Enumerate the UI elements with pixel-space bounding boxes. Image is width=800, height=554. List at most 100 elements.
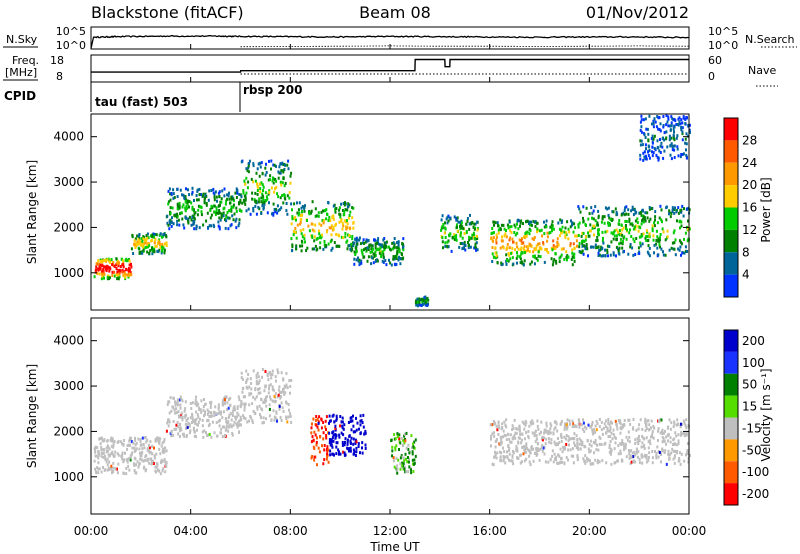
velocity-cell <box>341 420 344 424</box>
power-cell <box>274 208 277 212</box>
velocity-cell <box>159 437 162 441</box>
velocity-cell <box>177 403 180 407</box>
power-cell <box>330 248 333 252</box>
velocity-cell <box>596 422 599 425</box>
velocity-cell <box>583 444 586 448</box>
velocity-cell <box>109 453 112 457</box>
power-cell <box>323 240 326 243</box>
velocity-cell <box>318 415 321 419</box>
power-cell <box>497 231 500 235</box>
power-cell <box>567 255 570 259</box>
power-cell <box>667 115 670 119</box>
power-cell <box>583 239 586 243</box>
velocity-cell <box>203 429 206 433</box>
power-cell <box>212 187 215 191</box>
power-cell <box>591 226 594 230</box>
velocity-cell <box>209 405 212 409</box>
power-cell <box>520 246 523 250</box>
velocity-cell <box>595 448 598 452</box>
power-cell <box>456 216 459 220</box>
velocity-cell <box>177 410 180 414</box>
velocity-cell <box>280 401 283 405</box>
velocity-cell <box>252 369 255 373</box>
velocity-cell <box>261 368 264 371</box>
power-cell <box>111 274 114 277</box>
power-cell <box>281 161 284 165</box>
power-cell <box>327 242 330 246</box>
power-cell <box>465 222 468 226</box>
power-cell <box>242 191 245 195</box>
power-cell <box>351 235 354 238</box>
power-cell <box>508 253 511 257</box>
power-cell <box>647 252 650 256</box>
y-tick-label: 4000 <box>53 334 84 348</box>
power-cell <box>618 219 621 223</box>
power-cell <box>602 254 605 258</box>
velocity-cell <box>518 424 521 428</box>
power-cell <box>658 239 661 243</box>
velocity-cell <box>362 425 365 429</box>
power-cell <box>199 193 202 196</box>
velocity-cell <box>675 434 678 438</box>
power-cell <box>570 257 573 261</box>
power-cell <box>268 189 271 193</box>
velocity-cell <box>570 454 573 458</box>
power-cell <box>351 206 354 210</box>
velocity-cell <box>156 468 159 472</box>
cpid-segment-tau: tau (fast) 503 <box>95 95 188 109</box>
power-cell <box>395 254 398 258</box>
power-cell <box>343 219 346 223</box>
power-cell <box>257 200 260 204</box>
power-cell <box>187 219 190 223</box>
velocity-cell <box>555 455 558 459</box>
velocity-cell <box>129 458 132 462</box>
velocity-cell <box>273 394 276 398</box>
power-cell <box>458 245 461 249</box>
velocity-cell <box>313 447 316 450</box>
velocity-cell <box>627 449 630 452</box>
power-cell <box>641 143 644 147</box>
velocity-cell <box>213 431 216 435</box>
velocity-cell <box>361 421 364 425</box>
power-cell <box>176 202 179 206</box>
power-cell <box>656 235 659 239</box>
velocity-cell <box>503 433 506 437</box>
velocity-cell <box>142 459 145 463</box>
power-cell <box>360 248 363 252</box>
power-cell <box>167 200 170 204</box>
velocity-cell <box>496 451 499 455</box>
velocity-cell <box>402 438 405 442</box>
velocity-cell <box>566 425 569 429</box>
colorbar-tick-label: -50 <box>742 443 762 457</box>
velocity-cell <box>341 426 344 430</box>
power-cell <box>262 196 265 200</box>
power-cell <box>134 237 137 241</box>
velocity-cell <box>168 420 171 424</box>
power-cell <box>460 226 463 230</box>
velocity-cell <box>142 443 145 446</box>
power-cell <box>602 236 604 240</box>
power-cell <box>349 226 352 230</box>
velocity-cell <box>523 437 526 441</box>
power-cell <box>675 123 678 126</box>
power-cell <box>217 204 220 208</box>
power-cell <box>297 213 300 217</box>
velocity-cell <box>655 454 658 458</box>
velocity-cell <box>316 417 319 421</box>
power-cell <box>284 181 287 185</box>
power-cell <box>684 231 687 235</box>
velocity-cell <box>335 441 338 445</box>
velocity-cell <box>202 435 205 439</box>
velocity-cell <box>596 461 599 465</box>
power-cell <box>593 233 595 237</box>
power-cell <box>226 193 229 197</box>
power-cell <box>374 243 377 247</box>
power-cell <box>352 244 355 248</box>
velocity-cell <box>255 375 258 379</box>
velocity-cell <box>313 430 316 434</box>
power-cell <box>325 208 328 212</box>
power-cell <box>230 223 233 227</box>
power-cell <box>366 239 369 243</box>
power-cell <box>306 219 308 222</box>
velocity-cell <box>602 426 605 430</box>
